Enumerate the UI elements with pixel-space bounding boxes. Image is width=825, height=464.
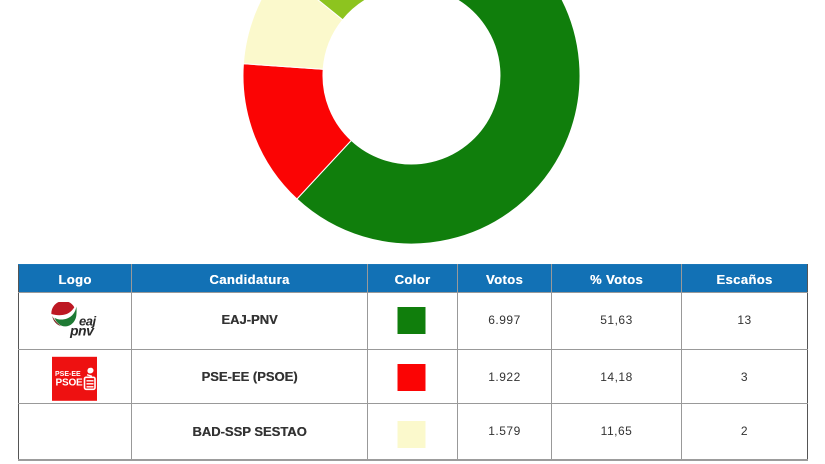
svg-text:PSOE: PSOE: [56, 377, 84, 388]
svg-text:eaj: eaj: [79, 314, 96, 329]
svg-text:pnv: pnv: [69, 323, 95, 339]
svg-text:PSE-EE: PSE-EE: [55, 370, 81, 377]
